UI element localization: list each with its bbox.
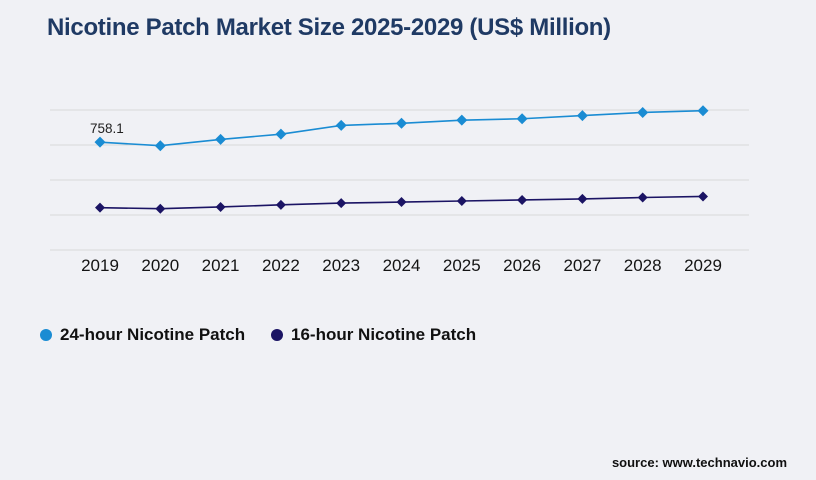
marker-diamond-icon — [396, 197, 407, 208]
marker-diamond-icon — [516, 113, 528, 125]
x-axis-label-2021: 2021 — [201, 256, 240, 275]
x-axis-label-2026: 2026 — [503, 256, 541, 275]
marker-diamond-icon — [215, 201, 226, 212]
x-axis-label-2023: 2023 — [322, 256, 361, 275]
x-axis-label-2022: 2022 — [261, 256, 300, 275]
marker-diamond-icon — [215, 133, 227, 145]
legend-item-16-hour: 16-hour Nicotine Patch — [271, 325, 476, 345]
legend-marker-24-hour-icon — [40, 329, 52, 341]
x-axis-label-2024: 2024 — [382, 256, 421, 275]
marker-diamond-icon — [336, 198, 347, 209]
marker-diamond-icon — [637, 106, 649, 118]
marker-diamond-icon — [637, 192, 648, 203]
marker-diamond-icon — [275, 128, 287, 140]
legend-label-16-hour: 16-hour Nicotine Patch — [291, 325, 477, 344]
legend-item-24-hour: 24-hour Nicotine Patch — [40, 325, 245, 345]
legend-marker-16-hour-icon — [271, 329, 283, 341]
x-axis-label-2025: 2025 — [442, 256, 481, 275]
marker-diamond-icon — [155, 203, 166, 214]
marker-diamond-icon — [95, 202, 105, 213]
marker-diamond-icon — [275, 199, 286, 210]
marker-diamond-icon — [456, 114, 468, 126]
chart-title: Nicotine Patch Market Size 2025-2029 (US… — [47, 14, 611, 41]
x-axis-label-2029: 2029 — [684, 256, 722, 275]
x-axis-label-2020: 2020 — [141, 256, 180, 275]
x-axis-label-2028: 2028 — [623, 256, 662, 275]
x-axis-label-2019: 2019 — [81, 256, 119, 275]
data-label-first-point: 758.1 — [90, 120, 124, 136]
marker-diamond-icon — [154, 140, 166, 152]
marker-diamond-icon — [335, 119, 347, 131]
marker-diamond-icon — [698, 191, 708, 202]
marker-diamond-icon — [577, 193, 588, 204]
x-axis-label-2027: 2027 — [563, 256, 602, 275]
marker-diamond-icon — [517, 194, 528, 205]
legend: 24-hour Nicotine Patch 16-hour Nicotine … — [0, 325, 816, 345]
marker-diamond-icon — [94, 136, 106, 148]
legend-label-24-hour: 24-hour Nicotine Patch — [60, 325, 246, 344]
marker-diamond-icon — [396, 117, 407, 129]
source-attribution: source: www.technavio.com — [611, 455, 787, 470]
marker-diamond-icon — [576, 110, 588, 122]
marker-diamond-icon — [697, 105, 709, 117]
marker-diamond-icon — [456, 196, 467, 206]
